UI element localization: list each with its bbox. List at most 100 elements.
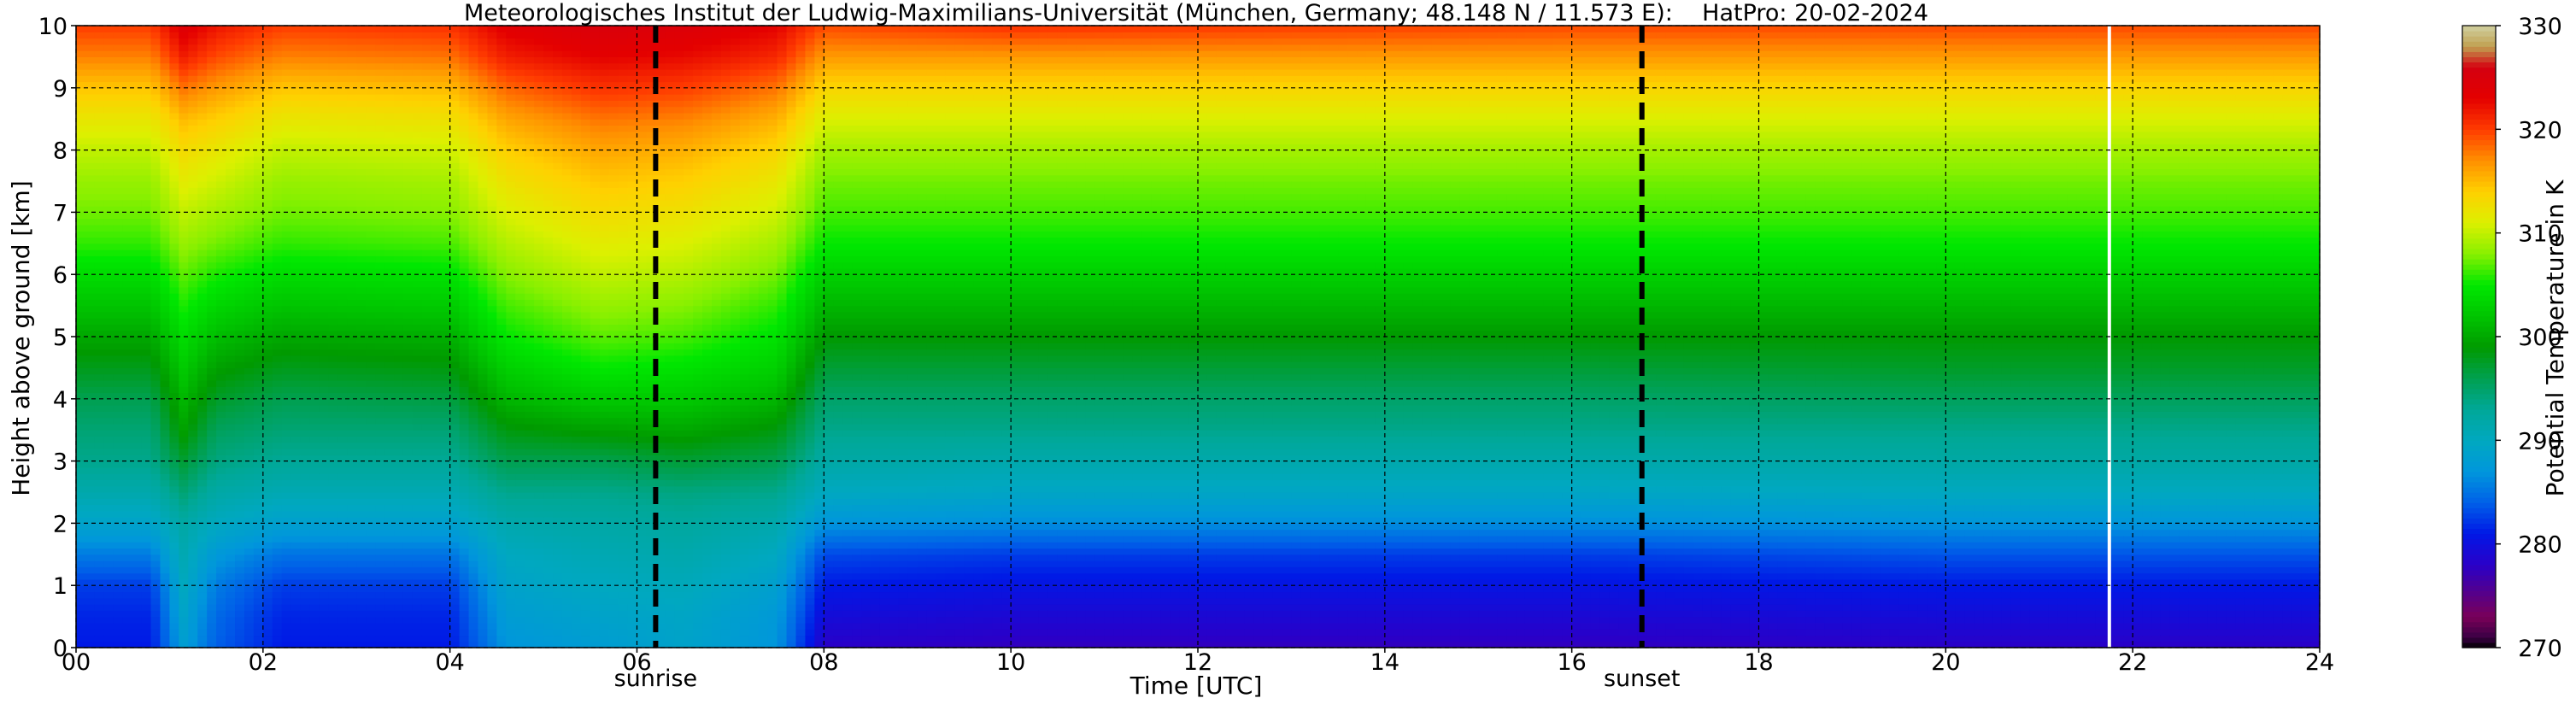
heatmap-cell <box>309 629 320 637</box>
heatmap-cell <box>226 616 236 624</box>
heatmap-cell <box>169 504 179 512</box>
heatmap-cell <box>394 529 404 537</box>
heatmap-cell <box>85 106 96 114</box>
heatmap-cell <box>235 529 245 537</box>
heatmap-cell <box>431 50 442 57</box>
heatmap-cell <box>487 492 497 499</box>
heatmap-cell <box>169 162 179 170</box>
heatmap-cell <box>141 286 152 294</box>
heatmap-cell <box>366 523 376 531</box>
heatmap-cell <box>515 293 525 300</box>
heatmap-cell <box>487 386 497 394</box>
heatmap-cell <box>468 94 479 101</box>
heatmap-cell <box>496 299 507 307</box>
heatmap-cell <box>440 168 451 176</box>
heatmap-cell <box>244 261 255 269</box>
heatmap-cell <box>188 517 198 524</box>
heatmap-cell <box>394 131 404 138</box>
heatmap-cell <box>347 343 357 350</box>
heatmap-cell <box>85 267 96 275</box>
heatmap-cell <box>412 212 423 220</box>
heatmap-cell <box>309 597 320 605</box>
heatmap-cell <box>235 641 245 648</box>
heatmap-cell <box>122 504 133 512</box>
heatmap-cell <box>216 100 226 108</box>
heatmap-cell <box>150 498 161 506</box>
heatmap-cell <box>85 492 96 499</box>
heatmap-cell <box>235 635 245 642</box>
heatmap-cell <box>253 442 264 449</box>
heatmap-cell <box>356 430 367 437</box>
heatmap-cell <box>216 255 226 263</box>
heatmap-cell <box>122 62 133 70</box>
heatmap-cell <box>394 343 404 350</box>
heatmap-cell <box>290 106 302 114</box>
heatmap-cell <box>459 305 470 313</box>
heatmap-cell <box>487 87 497 95</box>
heatmap-cell <box>207 343 217 350</box>
heatmap-cell <box>76 572 86 580</box>
heatmap-cell <box>132 150 143 157</box>
heatmap-cell <box>449 138 461 144</box>
heatmap-cell <box>103 430 114 437</box>
heatmap-cell <box>412 473 423 481</box>
heatmap-cell <box>421 349 432 356</box>
heatmap-cell <box>169 237 179 244</box>
heatmap-cell <box>515 249 525 256</box>
heatmap-cell <box>235 423 245 431</box>
heatmap-cell <box>515 485 525 493</box>
heatmap-cell <box>534 529 544 537</box>
heatmap-cell <box>496 355 507 362</box>
heatmap-cell <box>534 398 544 406</box>
heatmap-cell <box>244 485 255 493</box>
heatmap-cell <box>319 81 330 89</box>
heatmap-cell <box>506 572 516 580</box>
heatmap-cell <box>113 87 124 95</box>
heatmap-cell <box>216 423 226 431</box>
heatmap-cell <box>337 461 348 468</box>
heatmap-cell <box>487 324 497 331</box>
heatmap-cell <box>309 542 320 549</box>
heatmap-cell <box>188 337 198 343</box>
heatmap-cell <box>290 473 302 481</box>
heatmap-cell <box>244 299 255 307</box>
heatmap-cell <box>440 373 451 381</box>
heatmap-cell <box>515 610 525 618</box>
heatmap-cell <box>226 311 236 319</box>
heatmap-cell <box>431 280 442 288</box>
heatmap-cell <box>534 548 544 555</box>
heatmap-cell <box>113 411 124 419</box>
heatmap-cell <box>169 32 179 39</box>
heatmap-cell <box>506 94 516 101</box>
heatmap-cell <box>412 106 423 114</box>
heatmap-cell <box>440 343 451 350</box>
heatmap-cell <box>431 379 442 387</box>
heatmap-cell <box>534 498 544 506</box>
heatmap-cell <box>337 119 348 126</box>
heatmap-cell <box>412 255 423 263</box>
heatmap-cell <box>431 62 442 70</box>
heatmap-cell <box>244 517 255 524</box>
heatmap-cell <box>244 274 255 282</box>
heatmap-cell <box>478 578 489 586</box>
heatmap-cell <box>468 616 479 624</box>
heatmap-cell <box>244 436 255 443</box>
heatmap-cell <box>179 455 189 462</box>
heatmap-cell <box>253 492 264 499</box>
heatmap-cell <box>169 206 179 213</box>
heatmap-cell <box>160 68 171 76</box>
heatmap-cell <box>132 616 143 624</box>
heatmap-cell <box>478 155 489 163</box>
heatmap-cell <box>328 299 338 307</box>
heatmap-cell <box>76 94 86 101</box>
heatmap-cell <box>309 616 320 624</box>
heatmap-cell <box>262 249 273 256</box>
heatmap-cell <box>394 174 404 182</box>
heatmap-cell <box>262 318 273 326</box>
heatmap-cell <box>449 349 461 356</box>
heatmap-cell <box>281 68 292 76</box>
heatmap-cell <box>496 144 507 151</box>
heatmap-cell <box>272 94 283 101</box>
heatmap-cell <box>150 485 161 493</box>
heatmap-cell <box>235 87 245 95</box>
